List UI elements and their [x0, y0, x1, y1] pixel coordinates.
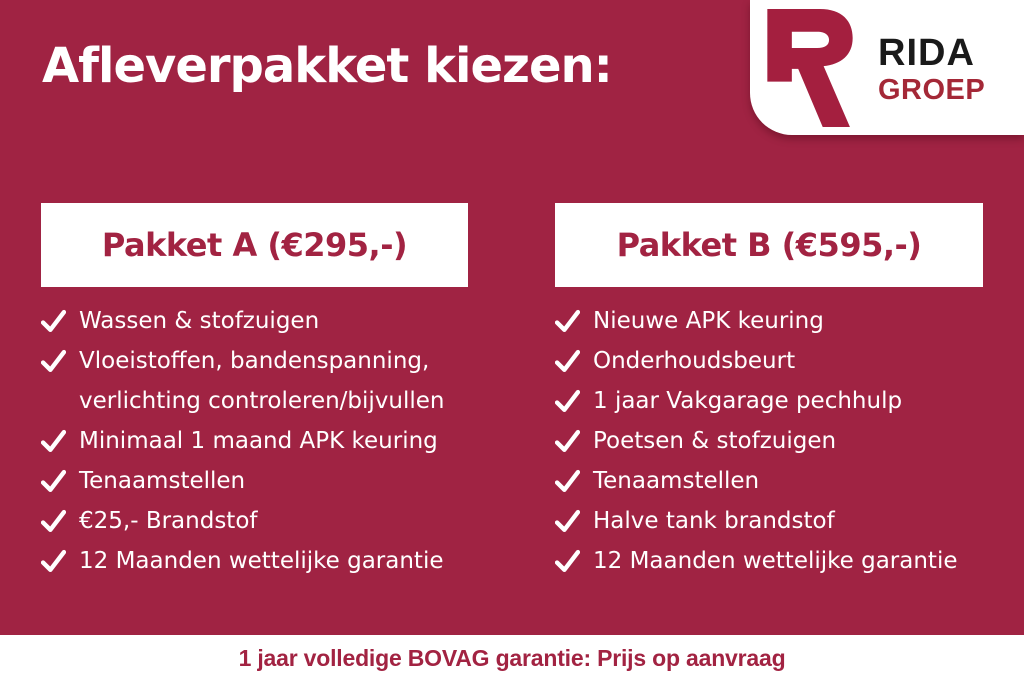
checkmark-icon	[555, 301, 582, 341]
feature-label: Poetsen & stofzuigen	[593, 428, 837, 454]
feature-item: Halve tank brandstof	[555, 501, 983, 541]
package-a-header[interactable]: Pakket A (€295,-)	[41, 203, 468, 287]
checkmark-icon	[41, 461, 68, 501]
logo-text-block: RIDA GROEP	[878, 34, 985, 105]
feature-label: Nieuwe APK keuring	[593, 308, 824, 334]
feature-item: Nieuwe APK keuring	[555, 301, 983, 341]
feature-item: Minimaal 1 maand APK keuring	[41, 421, 468, 461]
feature-item: Vloeistoffen, bandenspanning, verlichtin…	[41, 341, 468, 421]
package-b-header[interactable]: Pakket B (€595,-)	[555, 203, 983, 287]
checkmark-icon	[41, 421, 68, 461]
checkmark-icon	[555, 421, 582, 461]
checkmark-icon	[555, 341, 582, 381]
rida-r-icon	[767, 9, 853, 127]
feature-label: Tenaamstellen	[593, 468, 760, 494]
package-a-feature-list: Wassen & stofzuigen Vloeistoffen, banden…	[41, 301, 468, 581]
package-column-b: Pakket B (€595,-) Nieuwe APK keuring	[555, 203, 983, 581]
package-a-title: Pakket A (€295,-)	[101, 226, 408, 264]
feature-label: Vloeistoffen, bandenspanning, verlichtin…	[79, 348, 445, 414]
package-b-title: Pakket B (€595,-)	[616, 226, 922, 264]
feature-item: 12 Maanden wettelijke garantie	[555, 541, 983, 581]
checkmark-icon	[41, 501, 68, 541]
footer-text: 1 jaar volledige BOVAG garantie: Prijs o…	[238, 645, 786, 671]
feature-label: Tenaamstellen	[79, 468, 246, 494]
feature-label: 12 Maanden wettelijke garantie	[593, 548, 958, 574]
checkmark-icon	[555, 381, 582, 421]
feature-label: €25,- Brandstof	[79, 508, 258, 534]
page-title: Afleverpakket kiezen:	[42, 38, 613, 94]
feature-item: Onderhoudsbeurt	[555, 341, 983, 381]
feature-item: 1 jaar Vakgarage pechhulp	[555, 381, 983, 421]
feature-label: 12 Maanden wettelijke garantie	[79, 548, 444, 574]
footer-bar: 1 jaar volledige BOVAG garantie: Prijs o…	[0, 635, 1024, 682]
logo-name: RIDA	[878, 32, 975, 74]
feature-label: 1 jaar Vakgarage pechhulp	[593, 388, 903, 414]
feature-label: Minimaal 1 maand APK keuring	[79, 428, 438, 454]
checkmark-icon	[41, 301, 68, 341]
logo-card: RIDA GROEP	[750, 0, 1024, 135]
feature-item: Poetsen & stofzuigen	[555, 421, 983, 461]
logo-subtitle: GROEP	[878, 74, 986, 106]
feature-item: Tenaamstellen	[41, 461, 468, 501]
package-column-a: Pakket A (€295,-) Wassen & stofzuigen	[41, 203, 468, 581]
checkmark-icon	[555, 541, 582, 581]
checkmark-icon	[555, 461, 582, 501]
feature-label: Wassen & stofzuigen	[79, 308, 320, 334]
feature-label: Onderhoudsbeurt	[593, 348, 796, 374]
package-b-feature-list: Nieuwe APK keuring Onderhoudsbeurt	[555, 301, 983, 581]
feature-item: €25,- Brandstof	[41, 501, 468, 541]
feature-item: Tenaamstellen	[555, 461, 983, 501]
feature-label: Halve tank brandstof	[593, 508, 835, 534]
checkmark-icon	[41, 341, 68, 381]
feature-item: Wassen & stofzuigen	[41, 301, 468, 341]
checkmark-icon	[41, 541, 68, 581]
checkmark-icon	[555, 501, 582, 541]
feature-item: 12 Maanden wettelijke garantie	[41, 541, 468, 581]
